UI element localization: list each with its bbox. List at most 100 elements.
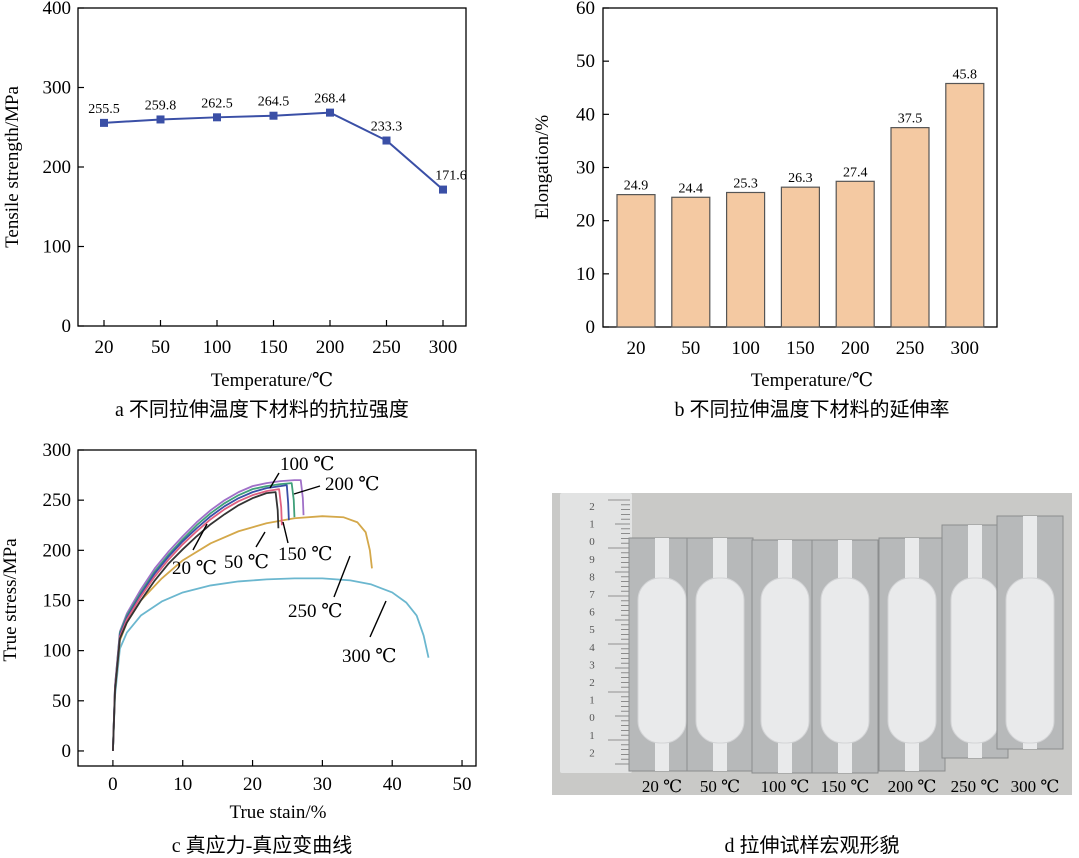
panel-c-x-tick-label: 10 (173, 774, 192, 795)
panel-c-x-tick-label: 30 (313, 774, 332, 795)
panel-a-data-point (269, 111, 278, 120)
panel-a-x-tick-label: 250 (372, 337, 401, 358)
panel-b-bar (890, 127, 930, 328)
panel-c-y-tick-label: 100 (43, 641, 72, 662)
specimen-label: 250 ℃ (951, 777, 1000, 796)
panel-c-series-line (112, 479, 305, 751)
ruler-number: 8 (589, 571, 595, 583)
panel-b-bar (945, 82, 985, 328)
panel-b-y-tick-label: 30 (576, 158, 595, 179)
curve-label-20c: 20 ℃ (172, 558, 217, 579)
panel-b-y-tick-label: 0 (586, 317, 596, 338)
panel-c-curve-labels: 100 ℃ 200 ℃ 150 ℃ 50 ℃ 20 ℃ 250 ℃ 300 ℃ (172, 454, 397, 667)
panel-b-y-tick-label: 50 (576, 51, 595, 72)
panel-c-y-tick-label: 50 (52, 691, 71, 712)
panel-c-y-tick-label: 200 (43, 540, 72, 561)
specimen-gauge (695, 577, 745, 744)
panel-a-data-label: 255.5 (88, 102, 120, 117)
panel-a-data-point (382, 136, 391, 145)
panel-b-x-tick-label: 100 (731, 338, 760, 359)
panel-c-true-stress-strain-chart: 0 50 100 150 200 250 300 0 10 20 30 40 50 100 ℃ 200 … (0, 440, 477, 857)
panel-c-series-line (112, 491, 280, 751)
ruler-number: 2 (589, 747, 595, 759)
specimen-labels: 20 ℃ 50 ℃ 100 ℃ 150 ℃ 200 ℃ 250 ℃ 300 ℃ (642, 777, 1060, 796)
specimens (628, 515, 1064, 774)
panel-b-x-tick-label: 50 (681, 338, 700, 359)
panel-b-y-tick-label: 20 (576, 211, 595, 232)
panel-a-y-tick-label: 200 (43, 157, 72, 178)
panel-c-series-line (112, 577, 430, 751)
arrow-100c (269, 472, 280, 489)
panel-c-x-tick-label: 40 (383, 774, 402, 795)
panel-a-data-label: 171.6 (435, 169, 467, 184)
panel-c-plot-frame (77, 449, 477, 767)
panel-a-data-label: 268.4 (314, 92, 346, 107)
panel-a-data-point (439, 185, 447, 194)
panel-b-bar-label: 26.3 (788, 171, 813, 186)
panel-b-bar (616, 194, 656, 328)
panel-b-y-tick-label: 40 (576, 104, 595, 125)
specimen-label: 200 ℃ (888, 777, 937, 796)
panel-c-x-tick-label: 20 (243, 774, 262, 795)
specimen-label: 50 ℃ (700, 777, 740, 796)
panel-a-plot-frame (77, 7, 467, 327)
curve-label-250c: 250 ℃ (288, 601, 343, 622)
panel-c-y-tick-label: 150 (43, 590, 72, 611)
ruler-number: 4 (589, 642, 595, 654)
panel-a-y-axis-label: Tensile strength/MPa (2, 86, 23, 248)
panel-b-y-tick-label: 60 (576, 0, 595, 19)
panel-b-bar-label: 25.3 (733, 176, 758, 191)
panel-a-x-tick-label: 20 (95, 337, 114, 358)
panel-c-y-axis-label: True stress/MPa (0, 538, 21, 662)
panel-c-y-tick-label: 0 (62, 741, 72, 762)
panel-b-bar (835, 180, 875, 328)
panel-b-axes: 0 10 20 30 40 50 60 20 50 100 150 200 250 300 (576, 0, 979, 359)
panel-a-y-tick-label: 400 (43, 0, 72, 19)
panel-a-data-label: 259.8 (145, 98, 177, 113)
ruler-number: 0 (589, 536, 595, 548)
panel-b-bar (725, 191, 766, 328)
panel-a-data-point (100, 118, 108, 127)
specimen-gauge (887, 577, 937, 744)
curve-label-200c: 200 ℃ (325, 474, 380, 495)
panel-a-y-tick-label: 300 (43, 78, 72, 99)
panel-b-bar-label: 45.8 (953, 67, 978, 82)
panel-c-axes: 0 50 100 150 200 250 300 0 10 20 30 40 50 (43, 440, 472, 795)
specimen-label: 20 ℃ (642, 777, 682, 796)
specimen-gauge (760, 577, 810, 744)
panel-a-x-tick-label: 150 (259, 337, 288, 358)
panel-a-x-axis-label: Temperature/℃ (211, 370, 333, 391)
ruler-number: 3 (589, 659, 595, 671)
arrow-250c (333, 555, 351, 598)
panel-c-y-tick-label: 300 (43, 440, 72, 461)
ruler-number: 1 (589, 730, 595, 742)
arrow-150c (282, 521, 289, 544)
arrow-50c (255, 531, 266, 548)
panel-b-bar-label: 27.4 (843, 165, 868, 180)
specimen-label: 150 ℃ (821, 777, 870, 796)
panel-a-data-label: 262.5 (201, 96, 233, 111)
ruler-number: 1 (589, 519, 595, 531)
panel-c-x-axis-label: True stain/% (230, 802, 327, 823)
ruler-number: 6 (589, 607, 595, 619)
ruler-number: 2 (589, 501, 595, 513)
panel-a-data-point (326, 108, 334, 117)
panel-a-markers: 255.5 259.8 262.5 264.5 268.4 233.3 171.6 (88, 92, 467, 194)
panel-a-data-label: 264.5 (258, 95, 290, 110)
panel-c-caption: c 真应力-真应变曲线 (172, 834, 353, 857)
panel-c-series (112, 479, 430, 751)
panel-a-x-tick-label: 300 (429, 337, 458, 358)
panel-b-y-tick-label: 10 (576, 264, 595, 285)
panel-b-x-tick-label: 200 (841, 338, 870, 359)
ruler-number: 7 (589, 589, 595, 601)
panel-b-x-tick-label: 150 (786, 338, 815, 359)
panel-b-x-tick-label: 300 (951, 338, 980, 359)
specimen-gauge (1005, 577, 1055, 744)
panel-b-x-tick-label: 250 (896, 338, 925, 359)
panel-b-x-tick-label: 20 (627, 338, 646, 359)
panel-a-x-tick-label: 200 (316, 337, 345, 358)
panel-a-y-tick-label: 0 (62, 316, 72, 337)
